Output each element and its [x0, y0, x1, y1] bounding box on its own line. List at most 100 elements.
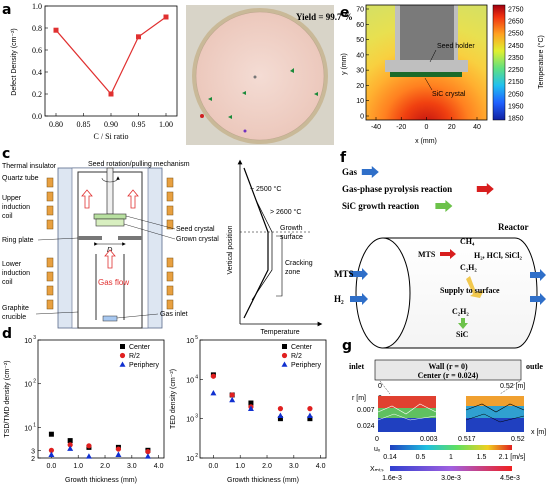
panel-label-e: e [340, 5, 350, 21]
data-point [210, 389, 217, 396]
upper-coil-label: Upper [2, 195, 22, 202]
seed-rod [106, 167, 114, 215]
lower-induction-coil [46, 257, 174, 310]
seed-holder-rod [400, 5, 454, 60]
outlet-label: outle [526, 362, 543, 371]
y-tick-label: 30 [356, 68, 364, 75]
x-tick-label: 0.85 [77, 120, 91, 129]
legend-marker [120, 344, 125, 349]
grown-crystal-shape [95, 218, 125, 227]
chart-d1-frame [37, 339, 165, 459]
colorbar-tick-label: 1950 [508, 103, 524, 110]
seed-crystal-shape [93, 213, 127, 220]
products-label: H₂, HCl, SiCl₂ [474, 251, 523, 260]
c2h2-label: C₂H₂ [460, 263, 477, 272]
sic-crystal-shape [390, 72, 462, 77]
lower-coil-label-2: induction [2, 270, 30, 277]
y-tick-label: 60 [356, 22, 364, 29]
growth-surface-label: Growth [280, 225, 303, 232]
velocity-map [377, 396, 437, 432]
grown-crystal-label: Grown crystal [176, 236, 219, 243]
seed-holder-label: Seed holder [437, 43, 475, 50]
chart-d1-xlabel: Growth thickness (mm) [65, 477, 137, 484]
pyrolysis-arrow-icon [440, 249, 456, 259]
c2h2-surface-label: C₂H₂ [452, 307, 469, 316]
data-point [108, 91, 114, 97]
y-tick-exponent: 2 [195, 453, 198, 459]
x052-label: 0.52 [m] [500, 383, 525, 390]
y-tick-label: 50 [356, 37, 364, 44]
sic-crystal-label: SiC crystal [432, 91, 466, 98]
lower-coil-label: Lower [2, 261, 22, 268]
upper-coil-label-3: coil [2, 213, 13, 220]
y-tick-label: 10 [24, 338, 32, 345]
lower-coil-label-3: coil [2, 279, 13, 286]
legend-label: Gas-phase pyrolysis reaction [342, 184, 452, 194]
growth-surface-label-2: surface [280, 234, 303, 241]
gas-inlet-shape [102, 315, 118, 322]
data-point [67, 445, 74, 451]
seed-mechanism-label: Seed rotation/pulling mechanism [88, 161, 190, 168]
defect-marker [242, 91, 246, 95]
panel-label-c: c [2, 146, 10, 162]
x-tick-label: 0.90 [104, 120, 118, 129]
ux-tick-label: 0.14 [383, 454, 397, 461]
temperature-axis-label: Temperature [260, 329, 299, 336]
x-tick-label: 20 [448, 124, 456, 131]
cracking-zone-label: Cracking [285, 260, 313, 267]
chart-e-xlabel: x (mm) [415, 138, 437, 145]
ux-tick-label: 0.5 [416, 454, 426, 461]
graphite-crucible-label: Graphite [2, 305, 29, 312]
mts-inlet-label: MTS [334, 269, 354, 279]
data-point [163, 14, 169, 20]
y-tick-label: 10 [24, 382, 32, 389]
temp-2600: > 2600 °C [270, 208, 301, 216]
cfd-panel: inlet outle Wall (r = 0) Center (r = 0.0… [349, 359, 546, 482]
gas-inlet-label: Gas inlet [160, 311, 188, 318]
x-tick-label: 4.0 [154, 463, 164, 470]
mts-tick-label: 3.0e-3 [441, 475, 461, 482]
x-tick-label: 2.0 [262, 463, 272, 470]
data-point [48, 451, 55, 457]
panel-label-d: d [2, 326, 12, 342]
x-tick-label: 0.0 [209, 463, 219, 470]
y-tick-label: 0.6 [32, 46, 42, 55]
y-tick-exponent: 5 [195, 335, 198, 341]
ring-plate-label: Ring plate [2, 237, 34, 244]
xt0517-label: 0.517 [458, 436, 476, 443]
x-tick-label: -20 [396, 124, 406, 131]
h2-inlet-label: H₂ [334, 294, 344, 304]
reactor-inlet-face [355, 237, 411, 349]
data-point [306, 412, 313, 418]
gas-flow-arrow-icon [127, 189, 139, 209]
xt052-label: 0.52 [511, 436, 525, 443]
colorbar-tick-label: 2650 [508, 19, 524, 26]
data-point [144, 453, 151, 459]
ux-tick-label: 1 [449, 454, 453, 461]
gas-arrow-icon [530, 269, 546, 281]
channel-diagram [374, 359, 522, 381]
y-tick-label: 10 [356, 98, 364, 105]
r007-label: 0.007 [357, 407, 375, 414]
legend-label: Periphery [129, 362, 159, 369]
legend-arrow-icon [361, 166, 379, 178]
supply-arrow-icon [466, 276, 484, 298]
y-tick-label: 0.0 [32, 112, 42, 121]
x-tick-label: 0.95 [132, 120, 146, 129]
wafer-center-mark [253, 75, 257, 79]
defect-marker [228, 115, 232, 119]
data-point [229, 396, 236, 403]
cracking-zone-label-2: zone [285, 269, 300, 276]
legend-marker [281, 352, 288, 359]
reactor-cylinder [383, 237, 538, 349]
center-label: Center (r = 0.024) [418, 371, 479, 380]
gas-flow-label: Gas flow [98, 278, 129, 287]
mts-colorbar [390, 466, 512, 471]
data-point [67, 442, 73, 448]
colorbar-label: Temperature (°C) [537, 35, 545, 89]
y-tick-label: 10 [24, 425, 32, 432]
legend-label: Periphery [291, 362, 321, 369]
data-point [307, 406, 313, 412]
ux-label: uₓ [374, 446, 381, 453]
